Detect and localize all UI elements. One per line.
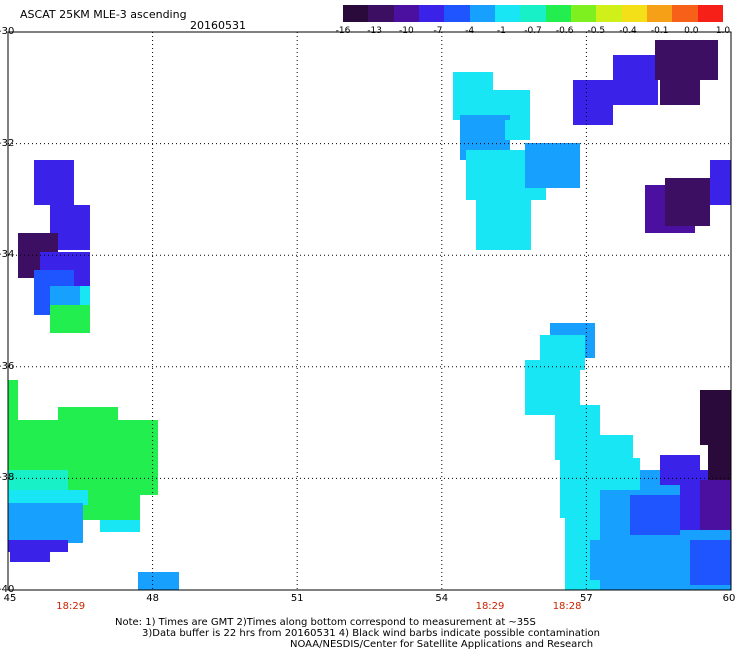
- data-pixel: [630, 495, 680, 535]
- color-scale-label: -0.5: [587, 26, 606, 36]
- note-line-1: Note: 1) Times are GMT 2)Times along bot…: [115, 617, 536, 628]
- color-scale-swatch: [520, 5, 546, 22]
- color-scale-label: -0.6: [555, 26, 574, 36]
- data-pixel: [50, 305, 90, 333]
- data-pixel: [700, 480, 731, 530]
- longitude-label: 57: [580, 593, 593, 604]
- time-label: 18:28: [552, 601, 582, 612]
- data-pixel: [573, 80, 613, 125]
- color-scale-label: -7: [433, 26, 443, 36]
- latitude-label: -38: [0, 472, 15, 484]
- longitude-label: 48: [146, 593, 159, 604]
- data-pixel: [690, 540, 731, 585]
- latitude-label: -40: [0, 584, 15, 595]
- color-scale-label: -0.4: [619, 26, 637, 36]
- data-pixel: [710, 160, 731, 205]
- color-scale-bar: [343, 5, 723, 22]
- data-pixel: [525, 143, 580, 188]
- data-pixel: [453, 72, 493, 120]
- note-line-2: 3)Data buffer is 22 hrs from 20160531 4)…: [142, 628, 600, 639]
- data-pixel: [100, 520, 140, 532]
- color-scale-swatch: [368, 5, 394, 22]
- longitude-label: 60: [722, 593, 736, 604]
- data-pixel: [80, 495, 140, 520]
- color-scale-swatch: [596, 5, 622, 22]
- data-pixel: [80, 286, 90, 306]
- product-date: 20160531: [190, 19, 246, 32]
- color-scale-label: -13: [367, 26, 383, 36]
- note-line-3: NOAA/NESDIS/Center for Satellite Applica…: [290, 639, 594, 650]
- color-scale-swatch: [418, 5, 445, 22]
- data-pixel: [555, 405, 600, 460]
- data-pixel: [8, 490, 88, 505]
- color-scale-label: 1.0: [715, 26, 731, 36]
- data-pixel: [50, 286, 80, 306]
- map-frame: [7, 31, 732, 591]
- color-scale-swatch: [697, 5, 723, 22]
- data-pixel: [655, 40, 718, 80]
- color-scale-label: -10: [398, 26, 414, 36]
- time-label: 18:29: [56, 601, 86, 612]
- color-scale-label: -1: [496, 26, 506, 36]
- data-pixels: [8, 40, 731, 590]
- time-label: 18:29: [475, 601, 505, 612]
- data-pixel: [58, 407, 118, 422]
- color-scale-swatch: [570, 5, 597, 22]
- color-scale-swatch: [545, 5, 571, 22]
- color-scale-swatch: [393, 5, 419, 22]
- data-pixel: [660, 75, 700, 105]
- data-pixel: [8, 380, 18, 420]
- data-pixel: [476, 195, 531, 250]
- data-pixel: [8, 540, 68, 552]
- data-pixel: [665, 178, 710, 226]
- color-scale-swatch: [646, 5, 673, 22]
- color-scale-swatch: [343, 5, 369, 22]
- product-title: ASCAT 25KM MLE-3 ascending: [20, 8, 187, 21]
- data-pixel: [505, 120, 530, 140]
- color-scale-label: -4: [465, 26, 475, 36]
- color-scale-swatch: [469, 5, 495, 22]
- data-pixel: [600, 570, 680, 590]
- color-scale-label: -0.7: [524, 26, 542, 36]
- longitude-label: 45: [3, 593, 17, 604]
- data-pixel: [700, 390, 731, 445]
- longitude-label: 51: [290, 593, 304, 604]
- color-scale-swatch: [621, 5, 647, 22]
- data-pixel: [34, 160, 74, 205]
- latitude-label: -32: [0, 137, 15, 149]
- color-scale-label: 0.0: [684, 26, 699, 36]
- data-pixel: [613, 55, 658, 105]
- color-scale-labels: -16 -13 -10 -7 -4 -1 -0.7 -0.6 -0.5 -0.4 -0.1 0.0 1.…: [336, 26, 731, 38]
- color-scale-label: -0.1: [650, 26, 669, 36]
- color-scale-swatch: [494, 5, 521, 22]
- color-scale-swatch: [444, 5, 470, 22]
- latitude-label: -36: [0, 360, 15, 372]
- longitude-label: 54: [435, 593, 449, 604]
- data-pixel: [8, 470, 68, 490]
- color-scale-label: -16: [335, 26, 351, 36]
- latitude-label: -30: [0, 26, 15, 37]
- latitude-label: -34: [0, 249, 15, 261]
- data-pixel: [8, 503, 83, 543]
- data-pixel: [138, 572, 179, 590]
- data-pixel: [708, 445, 731, 480]
- data-pixel: [10, 552, 50, 562]
- color-scale-swatch: [672, 5, 698, 22]
